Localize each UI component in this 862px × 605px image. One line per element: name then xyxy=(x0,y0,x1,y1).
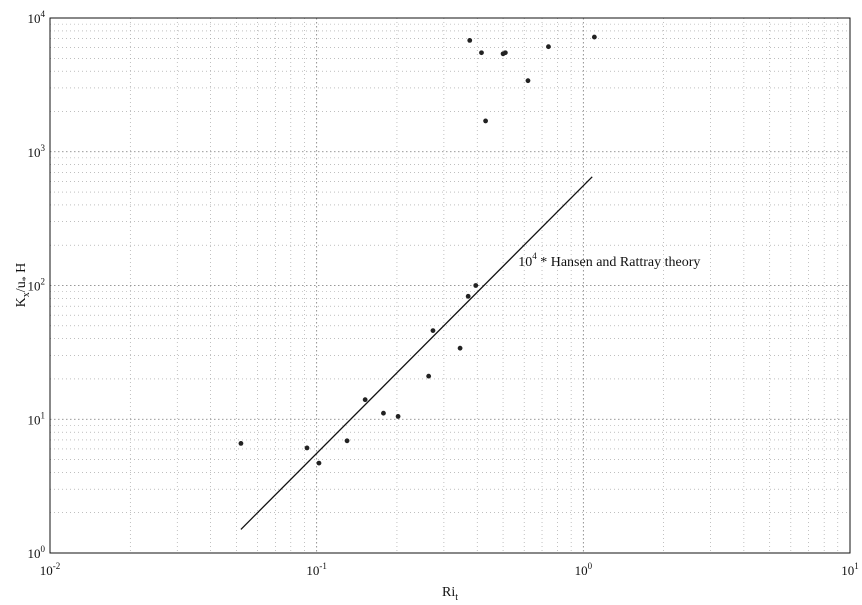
y-axis-label-part: K xyxy=(14,297,29,307)
data-point xyxy=(473,283,479,288)
y-axis-label-part: H xyxy=(14,263,29,277)
x-tick-label: 101 xyxy=(841,561,859,578)
x-tick-label: 10-1 xyxy=(306,561,327,578)
y-tick-label: 103 xyxy=(28,143,46,160)
series xyxy=(238,34,597,530)
annotation-base: 10 xyxy=(518,255,532,270)
data-point xyxy=(426,373,432,379)
y-axis-label: Kx/u* H xyxy=(14,263,32,308)
data-point xyxy=(465,293,471,299)
annotation-sep: * xyxy=(537,255,551,270)
grid xyxy=(49,17,851,554)
data-point xyxy=(430,328,436,334)
data-point xyxy=(238,440,244,446)
y-tick-label: 101 xyxy=(28,410,46,427)
y-axis-label-part: /u xyxy=(14,281,29,292)
data-point xyxy=(502,50,508,56)
data-point xyxy=(362,397,368,403)
data-point xyxy=(395,414,401,419)
data-point xyxy=(344,438,350,444)
annotation-text: Hansen and Rattray theory xyxy=(551,255,701,270)
axis-ticks: 10-2 10-1 100 101 100 101 102 103 104 xyxy=(28,9,859,578)
x-tick-label: 10-2 xyxy=(40,561,61,578)
data-point xyxy=(381,410,386,416)
data-point xyxy=(457,345,463,351)
y-tick-label: 102 xyxy=(28,277,46,294)
data-point xyxy=(591,34,597,40)
y-tick-label: 100 xyxy=(28,544,46,561)
data-point xyxy=(546,44,551,50)
x-axis-label-sub: t xyxy=(455,592,458,603)
y-tick-label: 104 xyxy=(28,9,46,26)
y-axis-label-part: x xyxy=(21,292,32,297)
theory-annotation: 104 * Hansen and Rattray theory xyxy=(518,251,700,270)
data-point xyxy=(479,50,484,56)
data-point xyxy=(304,445,310,451)
y-axis-label-part: * xyxy=(21,276,32,281)
x-axis-label: Rit xyxy=(442,585,458,603)
x-axis-label-main: Ri xyxy=(442,585,455,600)
plot-frame xyxy=(49,17,851,554)
data-point xyxy=(525,78,531,84)
annotation-exp: 4 xyxy=(532,251,537,261)
data-point xyxy=(483,118,488,124)
x-tick-label: 100 xyxy=(575,561,593,578)
data-point xyxy=(467,38,473,43)
data-point xyxy=(316,460,322,466)
theory-line xyxy=(240,176,593,530)
